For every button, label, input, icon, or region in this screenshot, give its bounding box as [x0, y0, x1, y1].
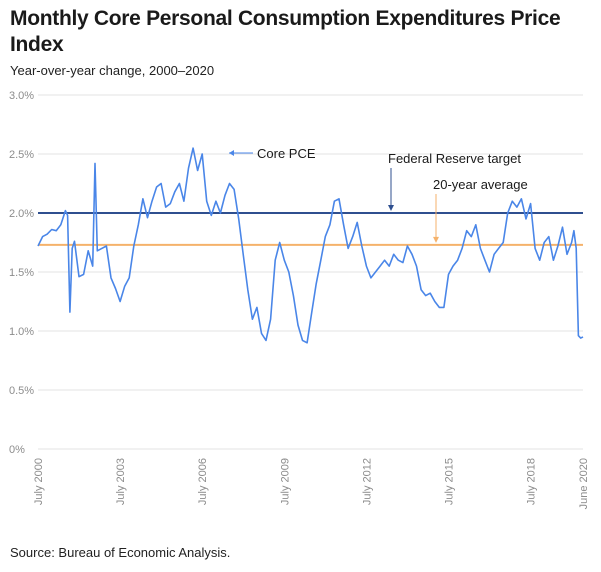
reference-lines	[38, 212, 583, 246]
average-arrowhead	[433, 236, 439, 243]
y-tick-label: 0.5%	[9, 385, 34, 397]
y-axis-labels: 0% 0.5% 1.0% 1.5% 2.0% 2.5% 3.0%	[9, 90, 34, 456]
x-tick-label: July 2000	[33, 458, 45, 505]
x-tick-label: June 2020	[578, 458, 590, 509]
x-tick-label: July 2015	[443, 458, 455, 505]
y-tick-label: 1.5%	[9, 267, 34, 279]
core-pce-annotation: Core PCE	[257, 146, 316, 161]
y-tick-label: 2.5%	[9, 149, 34, 161]
source-note: Source: Bureau of Economic Analysis.	[10, 545, 231, 560]
annotations: Core PCE Federal Reserve target 20-year …	[229, 146, 528, 243]
average-annotation: 20-year average	[433, 177, 528, 192]
x-axis-labels: July 2000 July 2003 July 2006 July 2009 July…	[33, 458, 590, 509]
series-group	[37, 147, 584, 344]
x-tick-label: July 2018	[526, 458, 538, 505]
core-pce-arrowhead	[229, 150, 234, 156]
x-tick-label: July 2006	[197, 458, 209, 505]
y-tick-label: 1.0%	[9, 326, 34, 338]
x-tick-label: July 2003	[115, 458, 127, 505]
fed-target-annotation: Federal Reserve target	[388, 151, 521, 166]
y-tick-label: 2.0%	[9, 208, 34, 220]
chart-subtitle: Year-over-year change, 2000–2020	[10, 63, 215, 78]
series-line	[37, 147, 584, 344]
x-tick-label: July 2012	[361, 458, 373, 505]
y-tick-label: 0%	[9, 444, 25, 456]
x-tick-label: July 2009	[279, 458, 291, 505]
y-tick-label: 3.0%	[9, 90, 34, 102]
chart-title: Monthly Core Personal Consumption Expend…	[10, 7, 561, 56]
fed-target-arrowhead	[388, 205, 394, 211]
